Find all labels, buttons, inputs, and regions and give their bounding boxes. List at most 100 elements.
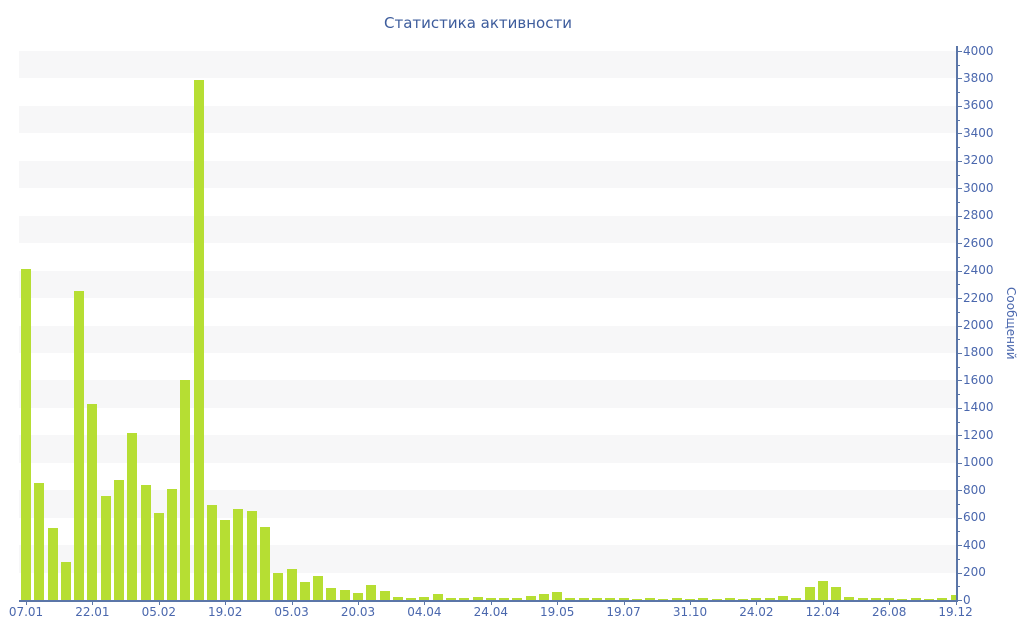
y-axis-tick-label: 2000 bbox=[963, 318, 994, 332]
bar-column[interactable] bbox=[884, 598, 895, 600]
bar-column[interactable] bbox=[645, 598, 656, 600]
x-axis-tick-label: 19.12 bbox=[938, 605, 973, 619]
y-major-tick bbox=[956, 78, 962, 80]
bar-column[interactable] bbox=[751, 598, 762, 600]
bar-column[interactable] bbox=[844, 597, 855, 600]
y-minor-tick bbox=[956, 366, 960, 368]
y-minor-tick bbox=[956, 119, 960, 121]
bar-column[interactable] bbox=[313, 576, 324, 600]
bar-column[interactable] bbox=[260, 527, 271, 600]
bar-column[interactable] bbox=[220, 519, 231, 600]
x-axis-tick bbox=[225, 601, 227, 605]
bar-column[interactable] bbox=[153, 512, 164, 600]
bar-column[interactable] bbox=[485, 598, 496, 600]
y-axis-tick-label: 1600 bbox=[963, 372, 994, 387]
bar-column[interactable] bbox=[618, 597, 629, 600]
bar-column[interactable] bbox=[459, 597, 470, 600]
bar-column[interactable] bbox=[206, 505, 217, 600]
bar-column[interactable] bbox=[113, 479, 124, 600]
plot-area bbox=[19, 46, 956, 600]
y-major-tick bbox=[956, 105, 962, 107]
bar-column[interactable] bbox=[804, 587, 815, 600]
bar-column[interactable] bbox=[246, 511, 257, 600]
x-axis-tick-label: 24.02 bbox=[739, 605, 774, 619]
bar-column[interactable] bbox=[60, 561, 71, 600]
bar-column[interactable] bbox=[406, 597, 417, 600]
bar-column[interactable] bbox=[34, 482, 45, 600]
bar-column[interactable] bbox=[512, 597, 523, 600]
bar-column[interactable] bbox=[777, 596, 788, 600]
bar-column[interactable] bbox=[817, 580, 828, 600]
y-major-tick bbox=[956, 517, 962, 519]
x-axis-tick bbox=[756, 601, 758, 605]
bar-column[interactable] bbox=[631, 598, 642, 600]
bar-column[interactable] bbox=[100, 496, 111, 600]
bar-column[interactable] bbox=[525, 596, 536, 600]
bar-column[interactable] bbox=[472, 596, 483, 600]
bar-column[interactable] bbox=[379, 590, 390, 600]
bar-column[interactable] bbox=[127, 433, 138, 600]
bar-column[interactable] bbox=[366, 584, 377, 600]
y-major-tick bbox=[956, 325, 962, 327]
bar-column[interactable] bbox=[724, 598, 735, 600]
bar-column[interactable] bbox=[87, 403, 98, 600]
x-axis-tick-label: 20.03 bbox=[340, 605, 376, 619]
bar-column[interactable] bbox=[671, 598, 682, 600]
bar-column[interactable] bbox=[698, 598, 709, 600]
bar-column[interactable] bbox=[910, 598, 921, 600]
bar-column[interactable] bbox=[233, 508, 244, 600]
bar-column[interactable] bbox=[791, 598, 802, 600]
bar-column[interactable] bbox=[445, 598, 456, 600]
bar-column[interactable] bbox=[140, 484, 151, 600]
bar-column[interactable] bbox=[870, 598, 881, 600]
grid-band bbox=[19, 435, 956, 463]
y-axis-tick-label: 600 bbox=[963, 510, 986, 525]
bar-column[interactable] bbox=[193, 79, 204, 600]
bar-column[interactable] bbox=[605, 597, 616, 600]
bar-column[interactable] bbox=[764, 597, 775, 600]
bar-column[interactable] bbox=[924, 598, 935, 600]
bar-column[interactable] bbox=[685, 598, 695, 600]
bar-column[interactable] bbox=[552, 592, 563, 600]
bar-column[interactable] bbox=[592, 597, 603, 600]
bar-column[interactable] bbox=[578, 597, 589, 600]
bar-column[interactable] bbox=[499, 597, 510, 600]
bar-column[interactable] bbox=[565, 598, 576, 600]
bar-column[interactable] bbox=[74, 291, 85, 600]
bar-column[interactable] bbox=[831, 586, 842, 600]
bar-column[interactable] bbox=[738, 598, 749, 600]
bar-column[interactable] bbox=[658, 598, 669, 600]
bar-column[interactable] bbox=[299, 582, 310, 600]
y-minor-tick bbox=[956, 229, 960, 231]
bar-column[interactable] bbox=[857, 598, 868, 600]
bar-column[interactable] bbox=[326, 588, 337, 600]
grid-band bbox=[19, 325, 956, 353]
bar-column[interactable] bbox=[538, 593, 549, 600]
y-axis-tick-label: 200 bbox=[963, 565, 986, 580]
y-major-tick bbox=[956, 298, 962, 300]
x-axis-tick bbox=[955, 601, 957, 605]
x-axis-tick-label: 19.02 bbox=[208, 605, 243, 619]
x-axis-tick-label: 19.07 bbox=[606, 605, 641, 619]
y-minor-tick bbox=[956, 311, 960, 313]
bar-column[interactable] bbox=[286, 568, 297, 600]
bar-column[interactable] bbox=[419, 597, 430, 600]
bar-column[interactable] bbox=[167, 488, 178, 600]
grid-band bbox=[19, 380, 956, 408]
bar-column[interactable] bbox=[432, 594, 443, 600]
bar-column[interactable] bbox=[339, 589, 350, 600]
x-axis-tick bbox=[358, 601, 359, 605]
bar-column[interactable] bbox=[711, 598, 722, 600]
bar-column[interactable] bbox=[950, 595, 956, 600]
bar-column[interactable] bbox=[21, 269, 31, 600]
bar-column[interactable] bbox=[180, 379, 191, 600]
y-major-tick bbox=[956, 600, 962, 601]
x-axis-tick bbox=[26, 601, 27, 605]
bar-column[interactable] bbox=[897, 598, 908, 600]
bar-column[interactable] bbox=[47, 527, 58, 600]
bar-column[interactable] bbox=[937, 598, 948, 600]
bar-column[interactable] bbox=[273, 572, 284, 600]
y-minor-tick bbox=[956, 449, 960, 451]
bar-column[interactable] bbox=[392, 596, 403, 600]
bar-column[interactable] bbox=[353, 592, 363, 600]
